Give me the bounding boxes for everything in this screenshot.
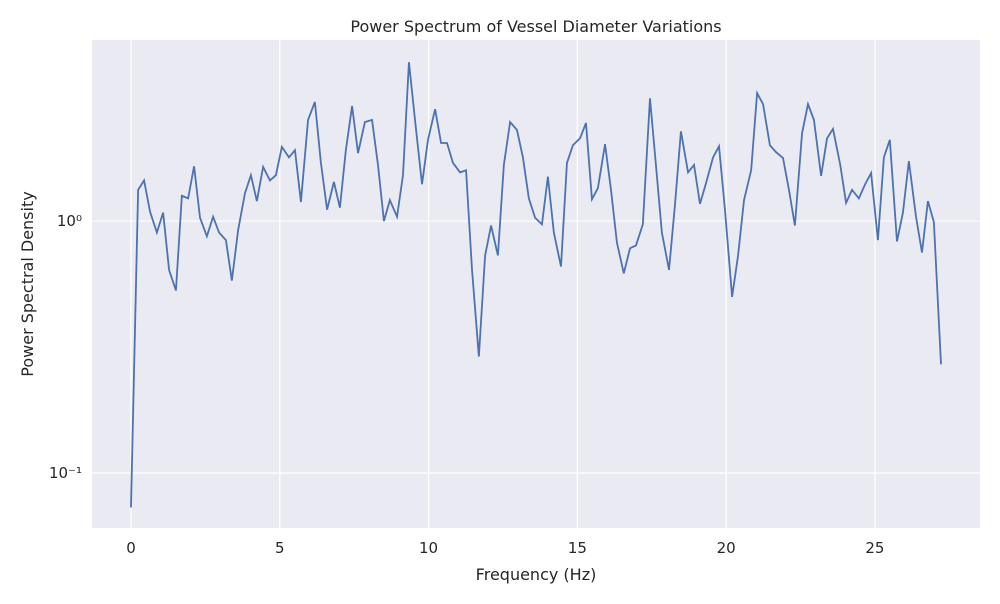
- x-tick-label: 15: [568, 539, 587, 557]
- plot-area: [92, 40, 980, 528]
- x-axis-label: Frequency (Hz): [476, 565, 597, 584]
- x-tick-label: 5: [275, 539, 285, 557]
- x-tick-label: 0: [126, 539, 136, 557]
- chart-title: Power Spectrum of Vessel Diameter Variat…: [350, 17, 721, 36]
- y-tick-label: 10⁻¹: [49, 464, 82, 482]
- line-series: [130, 62, 942, 508]
- y-axis-label: Power Spectral Density: [18, 191, 37, 376]
- x-tick-label: 25: [865, 539, 884, 557]
- x-tick-label: 20: [717, 539, 736, 557]
- y-tick-label: 10⁰: [57, 212, 82, 230]
- x-tick-label: 10: [419, 539, 438, 557]
